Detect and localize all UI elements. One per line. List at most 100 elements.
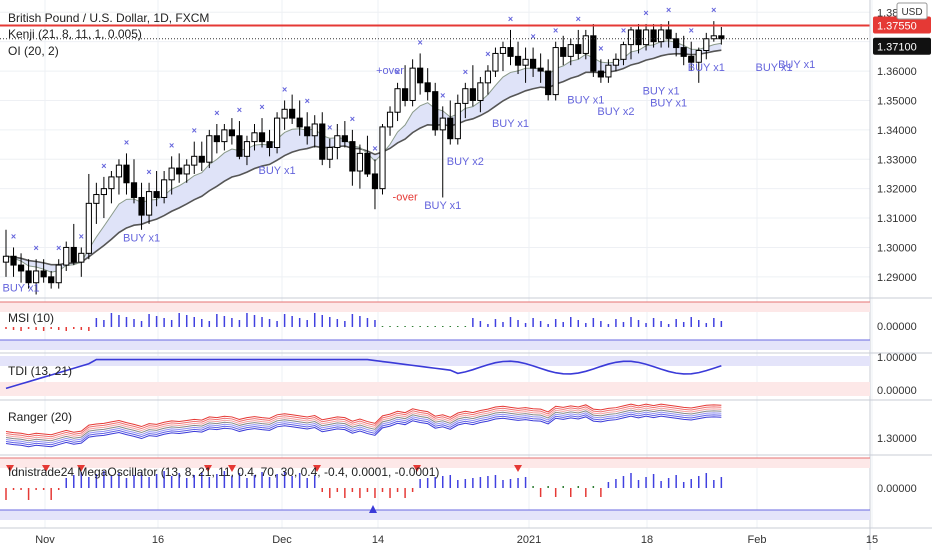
- candle-body: [311, 123, 318, 137]
- x-marker: ×: [530, 32, 535, 42]
- candle-body: [236, 135, 243, 157]
- x-marker: ×: [33, 243, 38, 253]
- candle-body: [680, 47, 687, 57]
- candle-body: [25, 270, 32, 284]
- osc-title: Idnistrade24 MegaOscillator (13, 8, 21, …: [8, 465, 439, 479]
- candle-body: [386, 111, 394, 128]
- x-tick-label: Nov: [35, 534, 55, 546]
- candle-body: [642, 29, 650, 46]
- indicator-kenji: Kenji (21, 8, 11, 1, 0.005): [8, 27, 142, 41]
- y-tick-label: 1.35000: [877, 95, 917, 107]
- candle-body: [176, 167, 183, 175]
- candle-body: [477, 82, 484, 101]
- currency-box: [896, 2, 928, 20]
- price-tag-current-text: 1.37100: [877, 42, 917, 54]
- tdi-line: [5, 358, 722, 390]
- candle-body: [462, 88, 469, 104]
- grid-lines: [0, 0, 873, 528]
- osc-tick: 0.00000: [877, 483, 917, 495]
- signal-label: BUY x1: [567, 94, 604, 106]
- candle-body: [688, 55, 695, 63]
- candle-body: [597, 70, 604, 78]
- x-tick-label: 18: [641, 534, 653, 546]
- candle-body: [349, 141, 356, 172]
- candle-body: [567, 44, 574, 57]
- osc-bars: [5, 471, 723, 500]
- candle-body: [447, 117, 454, 140]
- candle-body: [123, 164, 130, 184]
- x-marker: ×: [169, 140, 174, 150]
- osc-sell-triangle: [228, 465, 236, 472]
- candle-body: [650, 29, 657, 43]
- candle-body: [319, 123, 326, 160]
- candle-body: [206, 135, 213, 163]
- tdi-tick-1: 1.00000: [877, 352, 917, 364]
- candle-body: [612, 58, 620, 66]
- x-marker: ×: [643, 8, 648, 18]
- candle-body: [401, 88, 409, 101]
- candle-body: [40, 270, 47, 278]
- candle-body: [379, 126, 386, 190]
- candle-body: [514, 55, 522, 66]
- x-marker: ×: [146, 167, 151, 177]
- candle-body: [55, 264, 62, 284]
- signal-label: +over: [376, 65, 404, 77]
- signal-label: BUY x1: [650, 97, 687, 109]
- y-tick-label: 1.31000: [877, 213, 917, 225]
- candle-body: [507, 47, 514, 57]
- candle-body: [432, 91, 439, 131]
- candle-body: [575, 44, 582, 54]
- x-marker: ×: [666, 5, 671, 15]
- x-tick-label: Feb: [748, 534, 767, 546]
- signal-label: BUY x1: [424, 200, 461, 212]
- ranger-band: [5, 415, 722, 448]
- candle-body: [635, 29, 642, 46]
- candle-body: [545, 70, 552, 96]
- signal-label: BUY x1: [778, 59, 815, 71]
- candle-body: [620, 44, 627, 60]
- candle-body: [198, 155, 205, 163]
- candle-body: [258, 132, 266, 143]
- candle-body: [183, 164, 190, 175]
- x-tick-label: 2021: [517, 534, 541, 546]
- signal-label: BUY x1: [643, 86, 680, 98]
- candle-body: [710, 35, 717, 40]
- candle-body: [424, 82, 431, 93]
- osc-sell-triangle: [514, 465, 522, 472]
- x-marker: ×: [56, 243, 61, 253]
- candle-body: [145, 191, 153, 216]
- msi-lower-zone: [0, 340, 870, 350]
- candle-body: [658, 29, 665, 43]
- candle-body: [33, 270, 40, 284]
- candle-body: [191, 155, 198, 166]
- x-marker: ×: [395, 67, 400, 77]
- candle-body: [289, 108, 296, 119]
- tdi-tick-0: 0.00000: [877, 385, 917, 397]
- x-marker: ×: [101, 161, 106, 171]
- candle-body: [492, 52, 499, 72]
- tdi-upper-zone: [0, 356, 870, 366]
- osc-sell-triangle: [6, 465, 14, 472]
- ranger-band: [5, 407, 722, 440]
- x-marker: ×: [282, 84, 287, 94]
- candle-body: [326, 147, 333, 160]
- x-tick-label: 15: [866, 534, 878, 546]
- x-marker: ×: [214, 108, 219, 118]
- x-marker: ×: [259, 102, 264, 112]
- signal-label: BUY x1: [3, 283, 40, 295]
- osc-sell-triangle: [413, 465, 421, 472]
- x-marker: ×: [372, 143, 377, 153]
- candle-body: [168, 167, 175, 181]
- candle-body: [484, 70, 492, 84]
- candle-body: [703, 38, 710, 52]
- y-tick-label: 1.33000: [877, 154, 917, 166]
- osc-upper-zone: [0, 458, 870, 468]
- candle-body: [2, 255, 10, 263]
- x-marker: ×: [11, 231, 16, 241]
- osc-sell-triangle: [77, 465, 85, 472]
- x-tick-label: 16: [152, 534, 164, 546]
- x-marker: ×: [689, 26, 694, 36]
- candle-body: [695, 50, 702, 63]
- y-tick-label: 1.30000: [877, 242, 917, 254]
